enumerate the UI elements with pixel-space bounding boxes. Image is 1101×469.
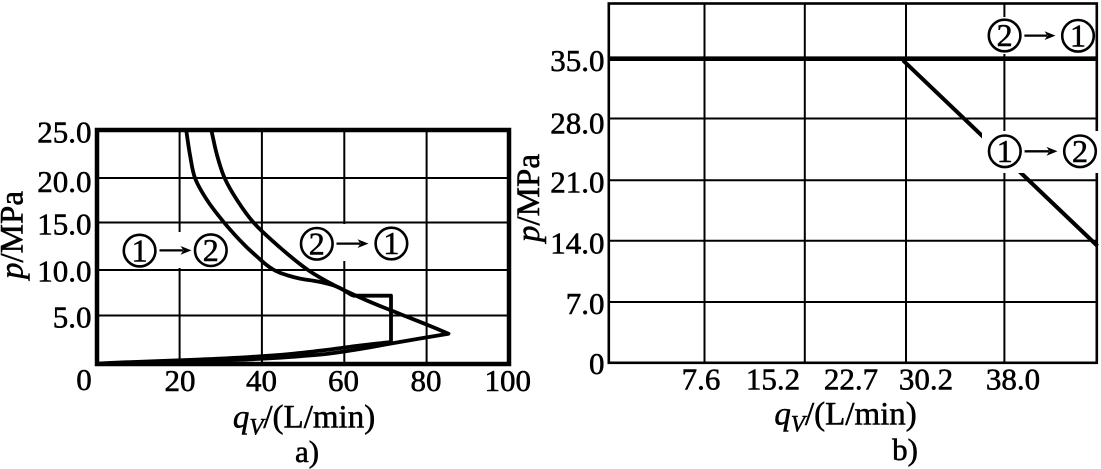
svg-text:qV/(L/min): qV/(L/min)	[774, 397, 916, 437]
svg-text:15.0: 15.0	[37, 207, 91, 242]
svg-text:25.0: 25.0	[37, 115, 91, 150]
svg-text:5.0: 5.0	[53, 300, 92, 335]
svg-text:20: 20	[165, 363, 196, 398]
svg-text:1: 1	[132, 232, 148, 268]
svg-text:0: 0	[76, 362, 92, 397]
svg-text:1: 1	[997, 133, 1013, 169]
svg-text:qV/(L/min): qV/(L/min)	[233, 400, 375, 440]
svg-text:1: 1	[383, 225, 399, 261]
svg-text:0: 0	[589, 346, 605, 381]
svg-text:10.0: 10.0	[37, 254, 91, 289]
svg-text:a): a)	[295, 434, 319, 469]
svg-text:21.0: 21.0	[550, 165, 604, 200]
svg-text:35.0: 35.0	[550, 43, 604, 78]
svg-text:28.0: 28.0	[550, 106, 604, 141]
svg-text:7.6: 7.6	[682, 362, 721, 397]
svg-text:14.0: 14.0	[550, 226, 604, 261]
svg-text:7.0: 7.0	[566, 286, 605, 321]
svg-text:b): b)	[892, 432, 918, 467]
svg-text:38.0: 38.0	[986, 362, 1040, 397]
svg-text:100: 100	[484, 363, 531, 398]
svg-text:2: 2	[309, 226, 325, 262]
svg-text:15.2: 15.2	[746, 362, 800, 397]
svg-text:30.2: 30.2	[899, 362, 953, 397]
svg-text:80: 80	[411, 363, 442, 398]
svg-text:p/MPa: p/MPa	[511, 154, 547, 244]
svg-text:2: 2	[203, 232, 219, 268]
svg-text:20.0: 20.0	[37, 164, 91, 199]
svg-text:60: 60	[328, 363, 359, 398]
svg-text:2: 2	[1072, 133, 1088, 169]
svg-text:40: 40	[246, 363, 277, 398]
svg-text:1: 1	[1070, 18, 1086, 54]
svg-text:22.7: 22.7	[824, 362, 878, 397]
svg-text:p/MPa: p/MPa	[0, 191, 31, 281]
svg-text:2: 2	[997, 17, 1013, 53]
